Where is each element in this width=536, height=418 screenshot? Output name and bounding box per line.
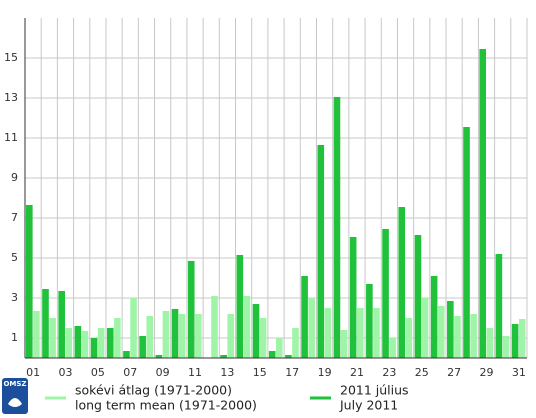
x-tick-label: 23 xyxy=(382,366,396,379)
bar xyxy=(366,284,373,358)
bar xyxy=(42,289,49,358)
bar xyxy=(324,308,332,358)
bar xyxy=(268,351,276,358)
bar xyxy=(276,338,283,358)
bar xyxy=(292,328,299,358)
bar xyxy=(58,291,65,358)
bar xyxy=(308,298,315,358)
x-tick-label: 13 xyxy=(220,366,234,379)
bar xyxy=(106,328,114,358)
bar xyxy=(97,328,105,358)
bar xyxy=(236,255,244,358)
bar xyxy=(356,308,364,358)
bar xyxy=(33,311,40,358)
logo: OMSZ xyxy=(2,378,28,414)
bar xyxy=(373,308,380,358)
bar xyxy=(155,355,163,358)
bar xyxy=(146,316,154,358)
bar xyxy=(333,97,341,358)
bar xyxy=(227,314,235,358)
y-tick-label: 3 xyxy=(11,291,18,304)
bar xyxy=(211,296,218,358)
bar xyxy=(49,318,56,358)
x-tick-label: 31 xyxy=(512,366,526,379)
bar xyxy=(123,351,130,358)
x-tick-label: 07 xyxy=(123,366,137,379)
bar xyxy=(130,298,137,358)
x-tick-label: 25 xyxy=(415,366,429,379)
bar xyxy=(220,355,227,358)
y-tick-label: 1 xyxy=(11,331,18,344)
logo-badge xyxy=(2,378,28,414)
bar xyxy=(162,311,170,358)
x-tick-label: 29 xyxy=(480,366,494,379)
bar xyxy=(382,229,389,358)
bar xyxy=(252,304,260,358)
bar xyxy=(454,316,461,358)
bar xyxy=(349,237,357,358)
bar xyxy=(414,235,422,358)
x-tick-label: 03 xyxy=(58,366,72,379)
x-tick-label: 09 xyxy=(156,366,170,379)
y-tick-label: 7 xyxy=(11,211,18,224)
legend-sublabel: long term mean (1971-2000) xyxy=(75,398,257,413)
legend-item: sokévi átlag (1971-2000)long term mean (… xyxy=(45,383,257,413)
legend-label: 2011 július xyxy=(340,383,409,398)
bar xyxy=(81,331,89,358)
x-tick-label: 15 xyxy=(253,366,267,379)
x-tick-label: 19 xyxy=(318,366,332,379)
bar xyxy=(430,276,438,358)
bar xyxy=(90,338,98,358)
bar xyxy=(470,314,477,358)
bar xyxy=(447,301,454,358)
bar xyxy=(437,306,445,358)
logo-text: OMSZ xyxy=(3,380,26,388)
logo-wave xyxy=(8,398,22,407)
bar xyxy=(486,328,494,358)
x-tick-label: 17 xyxy=(285,366,299,379)
y-tick-label: 5 xyxy=(11,251,18,264)
bar xyxy=(398,207,406,358)
bar xyxy=(171,309,179,358)
bar xyxy=(389,338,396,358)
x-tick-label: 27 xyxy=(447,366,461,379)
bar xyxy=(65,328,73,358)
bar xyxy=(502,336,510,358)
y-tick-label: 11 xyxy=(4,131,18,144)
bar xyxy=(243,296,251,358)
x-tick-label: 21 xyxy=(350,366,364,379)
bar xyxy=(463,127,470,358)
bar xyxy=(340,330,348,358)
bar xyxy=(511,324,519,358)
x-tick-label: 01 xyxy=(26,366,40,379)
y-tick-label: 13 xyxy=(4,91,18,104)
bar xyxy=(26,205,33,358)
bar xyxy=(114,318,121,358)
bar xyxy=(74,326,82,358)
bar xyxy=(301,276,308,358)
y-tick-label: 15 xyxy=(4,51,18,64)
bar xyxy=(195,314,202,358)
bar xyxy=(421,298,429,358)
bar xyxy=(405,318,413,358)
bar xyxy=(518,319,526,358)
legend-label: sokévi átlag (1971-2000) xyxy=(75,383,232,398)
bar xyxy=(187,261,195,358)
bar xyxy=(259,318,267,358)
x-tick-label: 05 xyxy=(91,366,105,379)
bar xyxy=(285,355,292,358)
bar xyxy=(495,254,503,358)
bar xyxy=(139,336,146,358)
bar xyxy=(178,314,186,358)
legend-sublabel: July 2011 xyxy=(339,398,398,413)
y-tick-label: 9 xyxy=(11,171,18,184)
bar xyxy=(479,49,487,358)
bar xyxy=(317,145,325,358)
x-tick-label: 11 xyxy=(188,366,202,379)
